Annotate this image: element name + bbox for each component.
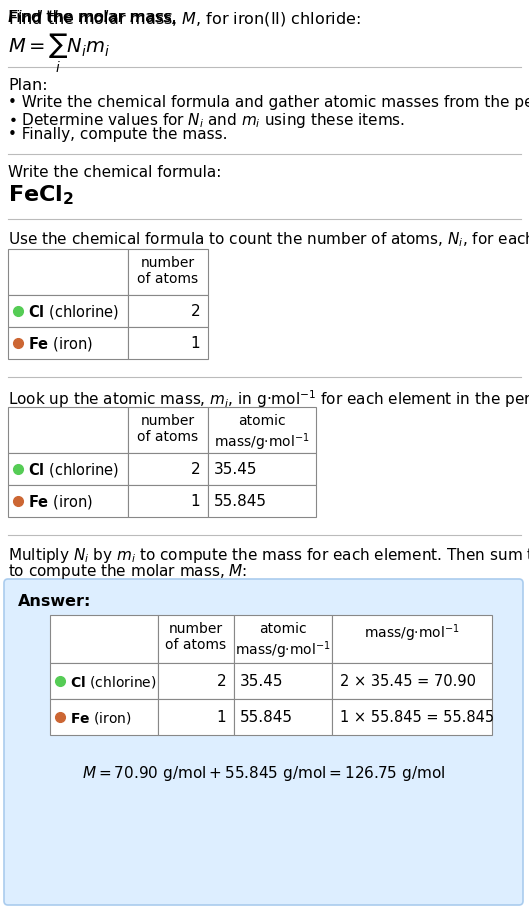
Text: 55.845: 55.845 (214, 494, 267, 509)
Bar (208, 454, 316, 486)
Bar (234, 700, 332, 735)
Text: 1: 1 (216, 710, 226, 725)
Text: 2 × 35.45 = 70.90: 2 × 35.45 = 70.90 (340, 674, 476, 689)
Text: Answer:: Answer: (18, 593, 92, 609)
FancyBboxPatch shape (4, 579, 523, 905)
Bar (128, 454, 208, 486)
Text: • Write the chemical formula and gather atomic masses from the periodic table.: • Write the chemical formula and gather … (8, 95, 529, 110)
Text: Find the molar mass, $M$, for iron(II) chloride:: Find the molar mass, $M$, for iron(II) c… (8, 10, 361, 28)
Text: Find the molar mass,: Find the molar mass, (8, 10, 181, 25)
Text: 35.45: 35.45 (240, 674, 284, 689)
Bar (208, 486, 316, 517)
Bar (8, 454, 128, 486)
Bar (332, 663, 492, 700)
Text: 1 × 55.845 = 55.845: 1 × 55.845 = 55.845 (340, 710, 494, 725)
Bar (208, 407, 316, 454)
Bar (8, 250, 128, 296)
Text: $\mathbf{FeCl_2}$: $\mathbf{FeCl_2}$ (8, 183, 74, 207)
Bar (8, 328, 128, 360)
Text: mass/g·mol$^{-1}$: mass/g·mol$^{-1}$ (364, 621, 460, 643)
Text: $\bf{Fe}$ (iron): $\bf{Fe}$ (iron) (28, 493, 93, 510)
Text: Write the chemical formula:: Write the chemical formula: (8, 165, 221, 179)
Text: $\bf{Fe}$ (iron): $\bf{Fe}$ (iron) (70, 710, 132, 725)
Bar (332, 700, 492, 735)
Bar (128, 250, 208, 296)
Bar (128, 407, 208, 454)
Text: number
of atoms: number of atoms (138, 414, 198, 444)
Bar (128, 486, 208, 517)
Bar (158, 663, 234, 700)
Text: • Determine values for $N_i$ and $m_i$ using these items.: • Determine values for $N_i$ and $m_i$ u… (8, 111, 405, 130)
Bar (128, 328, 208, 360)
Text: • Finally, compute the mass.: • Finally, compute the mass. (8, 127, 227, 142)
Bar (50, 700, 158, 735)
Bar (234, 615, 332, 663)
Text: 1: 1 (190, 494, 200, 509)
Text: 1: 1 (190, 336, 200, 351)
Bar (8, 296, 128, 328)
Text: number
of atoms: number of atoms (138, 256, 198, 286)
Bar (332, 615, 492, 663)
Text: Plan:: Plan: (8, 78, 48, 93)
Text: 2: 2 (190, 462, 200, 477)
Bar (8, 486, 128, 517)
Text: atomic
mass/g·mol$^{-1}$: atomic mass/g·mol$^{-1}$ (214, 414, 310, 452)
Text: Look up the atomic mass, $m_i$, in g·mol$^{-1}$ for each element in the periodic: Look up the atomic mass, $m_i$, in g·mol… (8, 387, 529, 409)
Text: number
of atoms: number of atoms (166, 621, 226, 651)
Text: Find the molar mass,: Find the molar mass, (8, 10, 183, 25)
Text: $\bf{Cl}$ (chlorine): $\bf{Cl}$ (chlorine) (70, 673, 157, 690)
Text: Use the chemical formula to count the number of atoms, $N_i$, for each element:: Use the chemical formula to count the nu… (8, 230, 529, 249)
Text: 2: 2 (190, 304, 200, 319)
Bar (8, 407, 128, 454)
Text: $\bf{Fe}$ (iron): $\bf{Fe}$ (iron) (28, 334, 93, 353)
Text: Multiply $N_i$ by $m_i$ to compute the mass for each element. Then sum those val: Multiply $N_i$ by $m_i$ to compute the m… (8, 546, 529, 565)
Bar (50, 615, 158, 663)
Bar (158, 700, 234, 735)
Text: 2: 2 (216, 674, 226, 689)
Text: $\bf{Cl}$ (chlorine): $\bf{Cl}$ (chlorine) (28, 302, 119, 321)
Bar (234, 663, 332, 700)
Text: $\bf{Cl}$ (chlorine): $\bf{Cl}$ (chlorine) (28, 460, 119, 478)
Text: 55.845: 55.845 (240, 710, 293, 725)
Text: $M = \sum_i N_i m_i$: $M = \sum_i N_i m_i$ (8, 32, 110, 75)
Text: $M = 70.90\ \mathrm{g/mol} + 55.845\ \mathrm{g/mol} = 126.75\ \mathrm{g/mol}$: $M = 70.90\ \mathrm{g/mol} + 55.845\ \ma… (83, 763, 445, 783)
Bar (50, 663, 158, 700)
Text: atomic
mass/g·mol$^{-1}$: atomic mass/g·mol$^{-1}$ (235, 621, 331, 660)
Text: to compute the molar mass, $M$:: to compute the molar mass, $M$: (8, 561, 248, 580)
Bar (128, 296, 208, 328)
Bar (158, 615, 234, 663)
Text: 35.45: 35.45 (214, 462, 258, 477)
